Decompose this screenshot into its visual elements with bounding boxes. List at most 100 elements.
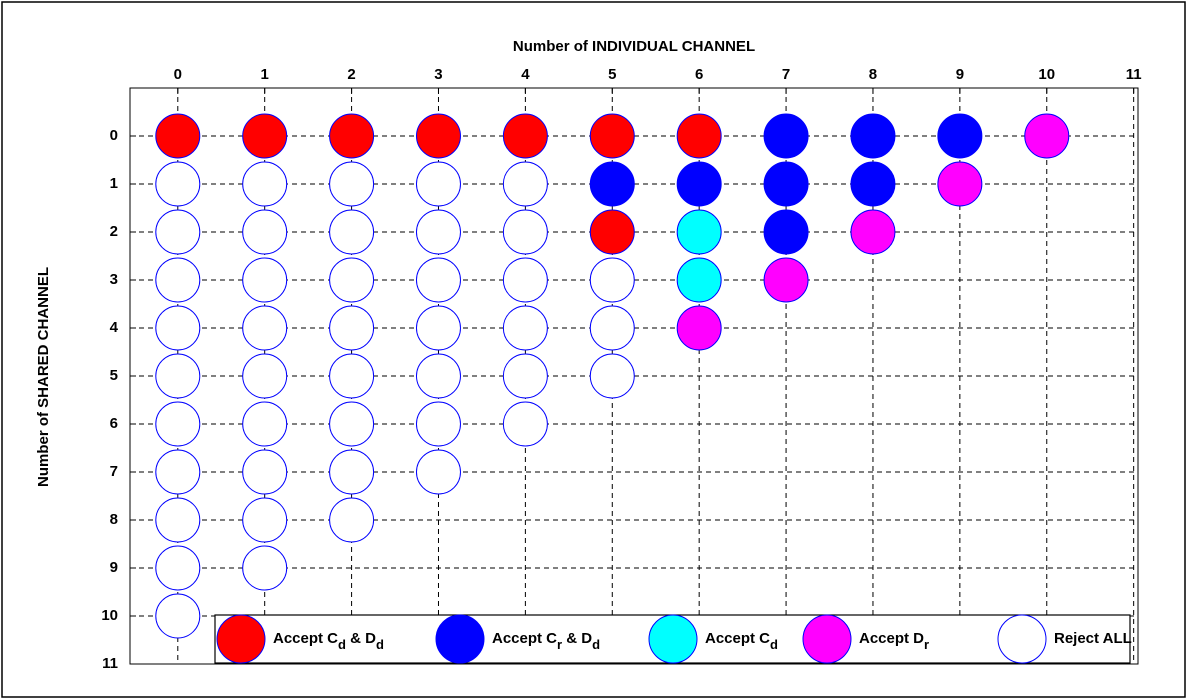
legend-marker: [997, 614, 1047, 664]
marker: [329, 113, 375, 159]
marker: [589, 257, 635, 303]
y-tick-label: 11: [102, 655, 118, 672]
marker: [155, 257, 201, 303]
marker: [415, 113, 461, 159]
marker: [502, 353, 548, 399]
y-tick-label: 7: [110, 463, 118, 480]
x-tick-label: 2: [347, 66, 355, 83]
marker: [589, 161, 635, 207]
marker: [155, 305, 201, 351]
marker: [763, 257, 809, 303]
marker: [242, 353, 288, 399]
marker: [242, 209, 288, 255]
marker: [676, 257, 722, 303]
marker: [329, 257, 375, 303]
marker: [415, 353, 461, 399]
legend-label: Reject ALL: [1054, 630, 1132, 647]
marker: [415, 449, 461, 495]
marker: [329, 353, 375, 399]
marker: [502, 257, 548, 303]
marker: [850, 209, 896, 255]
y-tick-label: 5: [110, 367, 118, 384]
x-tick-label: 6: [695, 66, 703, 83]
x-tick-label: 7: [782, 66, 790, 83]
x-tick-label: 10: [1038, 66, 1055, 83]
marker: [242, 257, 288, 303]
legend-label: Accept Cd & Dd: [273, 630, 384, 652]
x-tick-label: 11: [1126, 66, 1142, 83]
legend-label: Accept Cr & Dd: [492, 630, 600, 652]
marker: [155, 497, 201, 543]
marker: [242, 449, 288, 495]
marker: [676, 113, 722, 159]
x-axis-title: Number of INDIVIDUAL CHANNEL: [513, 38, 755, 55]
marker: [415, 209, 461, 255]
x-tick-label: 9: [956, 66, 964, 83]
marker: [155, 209, 201, 255]
marker: [502, 305, 548, 351]
marker: [589, 353, 635, 399]
legend-marker: [802, 614, 852, 664]
y-tick-label: 8: [110, 511, 118, 528]
marker: [155, 593, 201, 639]
marker: [242, 401, 288, 447]
marker: [502, 401, 548, 447]
y-tick-label: 10: [101, 607, 118, 624]
y-tick-label: 9: [110, 559, 118, 576]
x-tick-label: 0: [174, 66, 182, 83]
x-tick-label: 3: [434, 66, 442, 83]
marker: [155, 113, 201, 159]
marker: [155, 353, 201, 399]
legend-marker: [648, 614, 698, 664]
marker: [676, 161, 722, 207]
marker: [329, 497, 375, 543]
marker: [676, 209, 722, 255]
marker: [850, 161, 896, 207]
x-tick-label: 4: [521, 66, 530, 83]
x-tick-label: 8: [869, 66, 877, 83]
marker: [155, 449, 201, 495]
y-tick-label: 4: [110, 319, 119, 336]
marker: [415, 257, 461, 303]
marker: [937, 113, 983, 159]
marker: [242, 113, 288, 159]
x-tick-label: 5: [608, 66, 616, 83]
marker: [850, 113, 896, 159]
legend-label: Accept Cd: [705, 630, 778, 652]
legend-marker: [216, 614, 266, 664]
marker: [763, 209, 809, 255]
marker: [155, 161, 201, 207]
marker: [242, 305, 288, 351]
legend-label: Accept Dr: [859, 630, 929, 652]
y-tick-label: 1: [110, 175, 118, 192]
marker: [502, 209, 548, 255]
marker: [329, 305, 375, 351]
y-tick-label: 0: [110, 127, 118, 144]
marker: [502, 113, 548, 159]
marker: [415, 401, 461, 447]
y-tick-label: 3: [110, 271, 118, 288]
marker: [329, 449, 375, 495]
marker: [329, 209, 375, 255]
marker: [589, 305, 635, 351]
y-tick-label: 6: [110, 415, 118, 432]
marker: [763, 161, 809, 207]
marker: [329, 401, 375, 447]
marker: [242, 497, 288, 543]
marker: [589, 113, 635, 159]
marker: [242, 545, 288, 591]
marker: [502, 161, 548, 207]
marker: [415, 161, 461, 207]
marker: [415, 305, 461, 351]
marker: [937, 161, 983, 207]
marker: [155, 545, 201, 591]
marker: [589, 209, 635, 255]
marker: [1024, 113, 1070, 159]
marker: [329, 161, 375, 207]
marker: [242, 161, 288, 207]
x-tick-label: 1: [261, 66, 269, 83]
legend-marker: [435, 614, 485, 664]
y-tick-label: 2: [110, 223, 118, 240]
marker: [676, 305, 722, 351]
